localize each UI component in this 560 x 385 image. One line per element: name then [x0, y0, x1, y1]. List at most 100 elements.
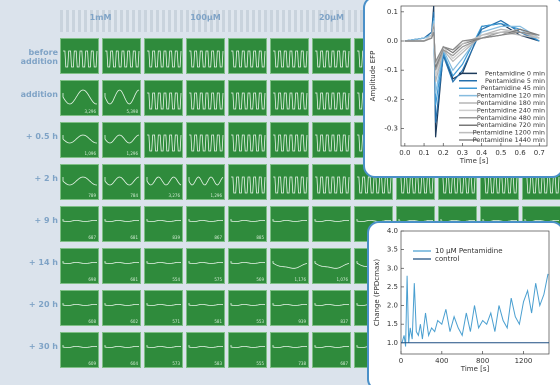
- y-tick-label: -0.1: [384, 66, 398, 74]
- cell: 837: [312, 290, 351, 326]
- x-tick-label: 400: [435, 357, 448, 365]
- row-label: before addition: [2, 48, 58, 66]
- cell: 839: [144, 206, 183, 242]
- cell-label: 885: [256, 235, 264, 240]
- cell: 554: [144, 248, 183, 284]
- cell: [186, 80, 225, 116]
- x-tick-label: 1200: [515, 357, 533, 365]
- cell: [144, 122, 183, 158]
- cell: [312, 38, 351, 74]
- waveform: [271, 81, 309, 115]
- cell: [312, 164, 351, 200]
- cell-label: 555: [256, 361, 264, 366]
- x-tick-label: 0: [399, 357, 403, 365]
- cell-label: 681: [130, 277, 138, 282]
- waveform: [61, 39, 99, 73]
- cell: [228, 80, 267, 116]
- y-tick-label: 2.5: [387, 283, 398, 291]
- cell: [144, 38, 183, 74]
- waveform: [313, 207, 351, 241]
- row-label: addition: [2, 90, 58, 99]
- cell: 604: [102, 332, 141, 368]
- waveform: [187, 123, 225, 157]
- cell-label: 681: [130, 235, 138, 240]
- row-label: + 9 h: [2, 216, 58, 225]
- cell-label: 1,296: [211, 193, 222, 198]
- waveform: [271, 207, 309, 241]
- cell: 681: [102, 206, 141, 242]
- cell-label: 573: [172, 361, 180, 366]
- cell-label: 837: [340, 319, 348, 324]
- cell: 789: [60, 164, 99, 200]
- column-header: 100µM: [144, 10, 267, 32]
- cell: [270, 80, 309, 116]
- cell: [270, 206, 309, 242]
- cell: [186, 38, 225, 74]
- cell: [186, 122, 225, 158]
- y-tick-label: 1.0: [387, 339, 398, 347]
- series-line: [405, 32, 540, 61]
- cell-label: 609: [88, 361, 96, 366]
- cell: [144, 80, 183, 116]
- waveform: [103, 39, 141, 73]
- series-line: [405, 29, 540, 64]
- cell: 1,096: [60, 122, 99, 158]
- row-label: + 14 h: [2, 258, 58, 267]
- waveform: [313, 165, 351, 199]
- legend-label: control: [435, 255, 459, 263]
- cell-label: 1,076: [337, 277, 348, 282]
- cell: [228, 38, 267, 74]
- waveform: [271, 123, 309, 157]
- y-axis-label: Change (FPDcmax): [373, 259, 381, 326]
- x-tick-label: 0.4: [476, 149, 488, 157]
- cell-label: 571: [172, 319, 180, 324]
- cell: 939: [270, 290, 309, 326]
- cell: 1,176: [270, 248, 309, 284]
- cell: [270, 164, 309, 200]
- cell: 608: [60, 290, 99, 326]
- x-tick-label: 0.5: [495, 149, 506, 157]
- x-axis-label: Time [s]: [459, 157, 489, 165]
- column-header: 1mM: [60, 10, 141, 32]
- waveform: [313, 81, 351, 115]
- cell: 609: [60, 332, 99, 368]
- cell: 575: [186, 248, 225, 284]
- row-label: + 2 h: [2, 174, 58, 183]
- y-tick-label: 1.5: [387, 320, 398, 328]
- cell: 3,296: [60, 80, 99, 116]
- cell: 784: [102, 164, 141, 200]
- cell: 553: [228, 290, 267, 326]
- y-tick-label: -0.2: [384, 95, 398, 103]
- cell: 569: [228, 248, 267, 284]
- waveform: [271, 39, 309, 73]
- cell-label: 604: [130, 361, 138, 366]
- x-tick-label: 0.7: [534, 149, 545, 157]
- cell: 698: [60, 248, 99, 284]
- cell: 581: [186, 290, 225, 326]
- y-tick-label: 0.0: [387, 37, 398, 45]
- x-tick-label: 0.1: [418, 149, 429, 157]
- row-label: + 30 h: [2, 342, 58, 351]
- cell: 867: [186, 206, 225, 242]
- cell-label: 939: [298, 319, 306, 324]
- cell-label: 1,096: [85, 151, 96, 156]
- cell: 5,398: [102, 80, 141, 116]
- cell-label: 1,296: [127, 151, 138, 156]
- cell: [312, 206, 351, 242]
- legend-label: Pentamidine 1440 min: [473, 136, 545, 144]
- cell-label: 738: [298, 361, 306, 366]
- cell: [270, 38, 309, 74]
- waveform: [229, 81, 267, 115]
- x-tick-label: 0.3: [457, 149, 468, 157]
- row-label: + 0.5 h: [2, 132, 58, 141]
- cell: 687: [312, 332, 351, 368]
- x-tick-label: 0.6: [515, 149, 527, 157]
- cell: [102, 38, 141, 74]
- cell-label: 569: [256, 277, 264, 282]
- series-line: [402, 274, 548, 347]
- y-tick-label: 3.5: [387, 246, 398, 254]
- cell-label: 5,398: [127, 109, 138, 114]
- inset-box: 0.00.10.20.30.40.50.60.7-0.3-0.2-0.10.00…: [363, 0, 560, 178]
